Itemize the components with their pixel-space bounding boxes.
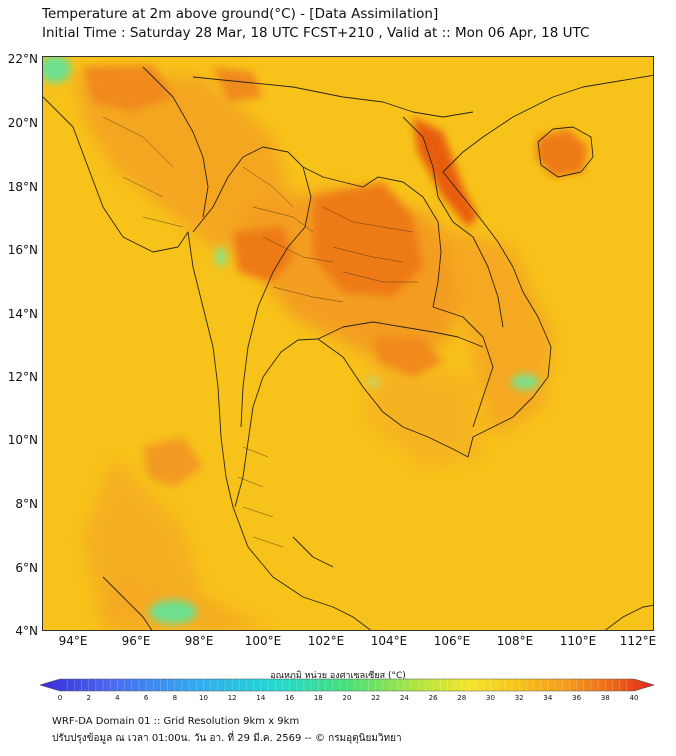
coastline-myanmar-west — [43, 96, 234, 508]
lon-tick-104e: 104°E — [370, 634, 408, 648]
province-lines-north — [242, 166, 344, 303]
colorbar-label: อุณหภูมิ หน่วย องศาเซลเซียส (°C) — [270, 671, 406, 681]
chart-subtitle: Initial Time : Saturday 28 Mar, 18 UTC F… — [42, 25, 590, 41]
coastline-gulf-west — [234, 338, 319, 508]
colorbar-tick: 18 — [313, 694, 323, 702]
lat-tick-16n: 16°N — [7, 243, 38, 257]
lon-tick-96e: 96°E — [121, 634, 151, 648]
border-myanmar-thai — [192, 146, 312, 428]
cool-patch-west — [215, 247, 227, 267]
colorbar-tick: 26 — [428, 694, 438, 702]
colorbar-tick: 16 — [285, 694, 295, 702]
cool-patch-vietnam-south — [511, 374, 539, 390]
colorbar-tick: 20 — [342, 694, 352, 702]
colorbar-tick: 36 — [572, 694, 582, 702]
colorbar-bar — [40, 678, 654, 692]
hot-zone-north — [83, 65, 173, 112]
colorbar-tick: 24 — [399, 694, 409, 702]
hot-zone-vietnam-north — [413, 117, 478, 227]
temperature-map — [42, 56, 654, 631]
border-malaysia — [292, 536, 334, 568]
coastline-vietnam-north — [442, 74, 653, 173]
colorbar-tick: 2 — [86, 694, 91, 702]
lat-tick-22n: 22°N — [7, 52, 38, 66]
hot-zone-north-east — [213, 67, 263, 102]
colorbar-tick: 14 — [256, 694, 266, 702]
border-thai-laos — [302, 166, 442, 308]
hot-zone-isan — [313, 182, 423, 297]
lon-tick-98e: 98°E — [184, 634, 214, 648]
province-lines-myanmar — [102, 116, 184, 228]
lat-tick-18n: 18°N — [7, 180, 38, 194]
warm-zone-myanmar — [73, 72, 293, 257]
map-canvas — [43, 57, 653, 630]
cool-patch-sumatra — [149, 600, 197, 624]
lon-tick-94e: 94°E — [58, 634, 88, 648]
coastline-sumatra — [102, 576, 153, 630]
colorbar-tick: 30 — [486, 694, 495, 702]
border-china-north — [192, 76, 474, 118]
lat-tick-4n: 4°N — [15, 624, 38, 638]
colorbar-tick: 22 — [371, 694, 381, 702]
lat-tick-12n: 12°N — [7, 370, 38, 384]
colorbar-tick: 0 — [57, 694, 63, 702]
lon-tick-110e: 110°E — [559, 634, 597, 648]
border-thai-cambodia — [317, 321, 484, 348]
coastline-borneo — [604, 604, 653, 630]
colorbar-tick: 4 — [115, 694, 120, 702]
lat-tick-10n: 10°N — [7, 433, 38, 447]
lon-tick-108e: 108°E — [496, 634, 534, 648]
colorbar — [40, 678, 654, 692]
border-cambodia-vietnam — [432, 306, 494, 428]
footer-model-info: WRF-DA Domain 01 :: Grid Resolution 9km … — [52, 716, 300, 727]
hot-zone-west — [233, 227, 293, 282]
colorbar-tick: 34 — [543, 694, 553, 702]
colorbar-tick: 38 — [600, 694, 610, 702]
colorbar-tick: 12 — [227, 694, 237, 702]
warm-zone-sumatra — [103, 567, 269, 630]
cool-patch-mountain — [367, 378, 379, 386]
colorbar-tick: 40 — [629, 694, 639, 702]
coastline-hainan — [537, 126, 594, 178]
lon-tick-100e: 100°E — [244, 634, 282, 648]
hot-zone-andaman — [143, 437, 203, 487]
hot-zone-hainan — [536, 129, 588, 177]
lon-tick-102e: 102°E — [307, 634, 345, 648]
colorbar-tick: 8 — [172, 694, 178, 702]
warm-zone-gulf — [363, 357, 483, 467]
lat-tick-8n: 8°N — [15, 497, 38, 511]
lat-tick-6n: 6°N — [15, 561, 38, 575]
lat-tick-14n: 14°N — [7, 307, 38, 321]
hot-zone-cambodia — [373, 337, 443, 377]
colorbar-tick: 32 — [514, 694, 524, 702]
coastline-peninsula — [232, 506, 372, 630]
colorbar-tick: 10 — [199, 694, 208, 702]
border-myanmar-north — [142, 66, 209, 218]
colorbar-tick: 6 — [143, 694, 149, 702]
cool-patch-northwest — [43, 57, 71, 83]
border-laos-vietnam — [402, 116, 504, 328]
chart-title: Temperature at 2m above ground(°C) - [Da… — [42, 6, 439, 22]
province-lines-south — [237, 446, 284, 548]
lon-tick-106e: 106°E — [433, 634, 471, 648]
coastline-gulf-east — [317, 171, 552, 458]
province-lines-isan — [322, 206, 418, 283]
lat-tick-20n: 20°N — [7, 116, 38, 130]
lon-tick-112e: 112°E — [619, 634, 657, 648]
footer-update-info: ปรับปรุงข้อมูล ณ เวลา 01:00น. วัน อา. ที… — [52, 733, 402, 744]
colorbar-tick: 28 — [457, 694, 467, 702]
